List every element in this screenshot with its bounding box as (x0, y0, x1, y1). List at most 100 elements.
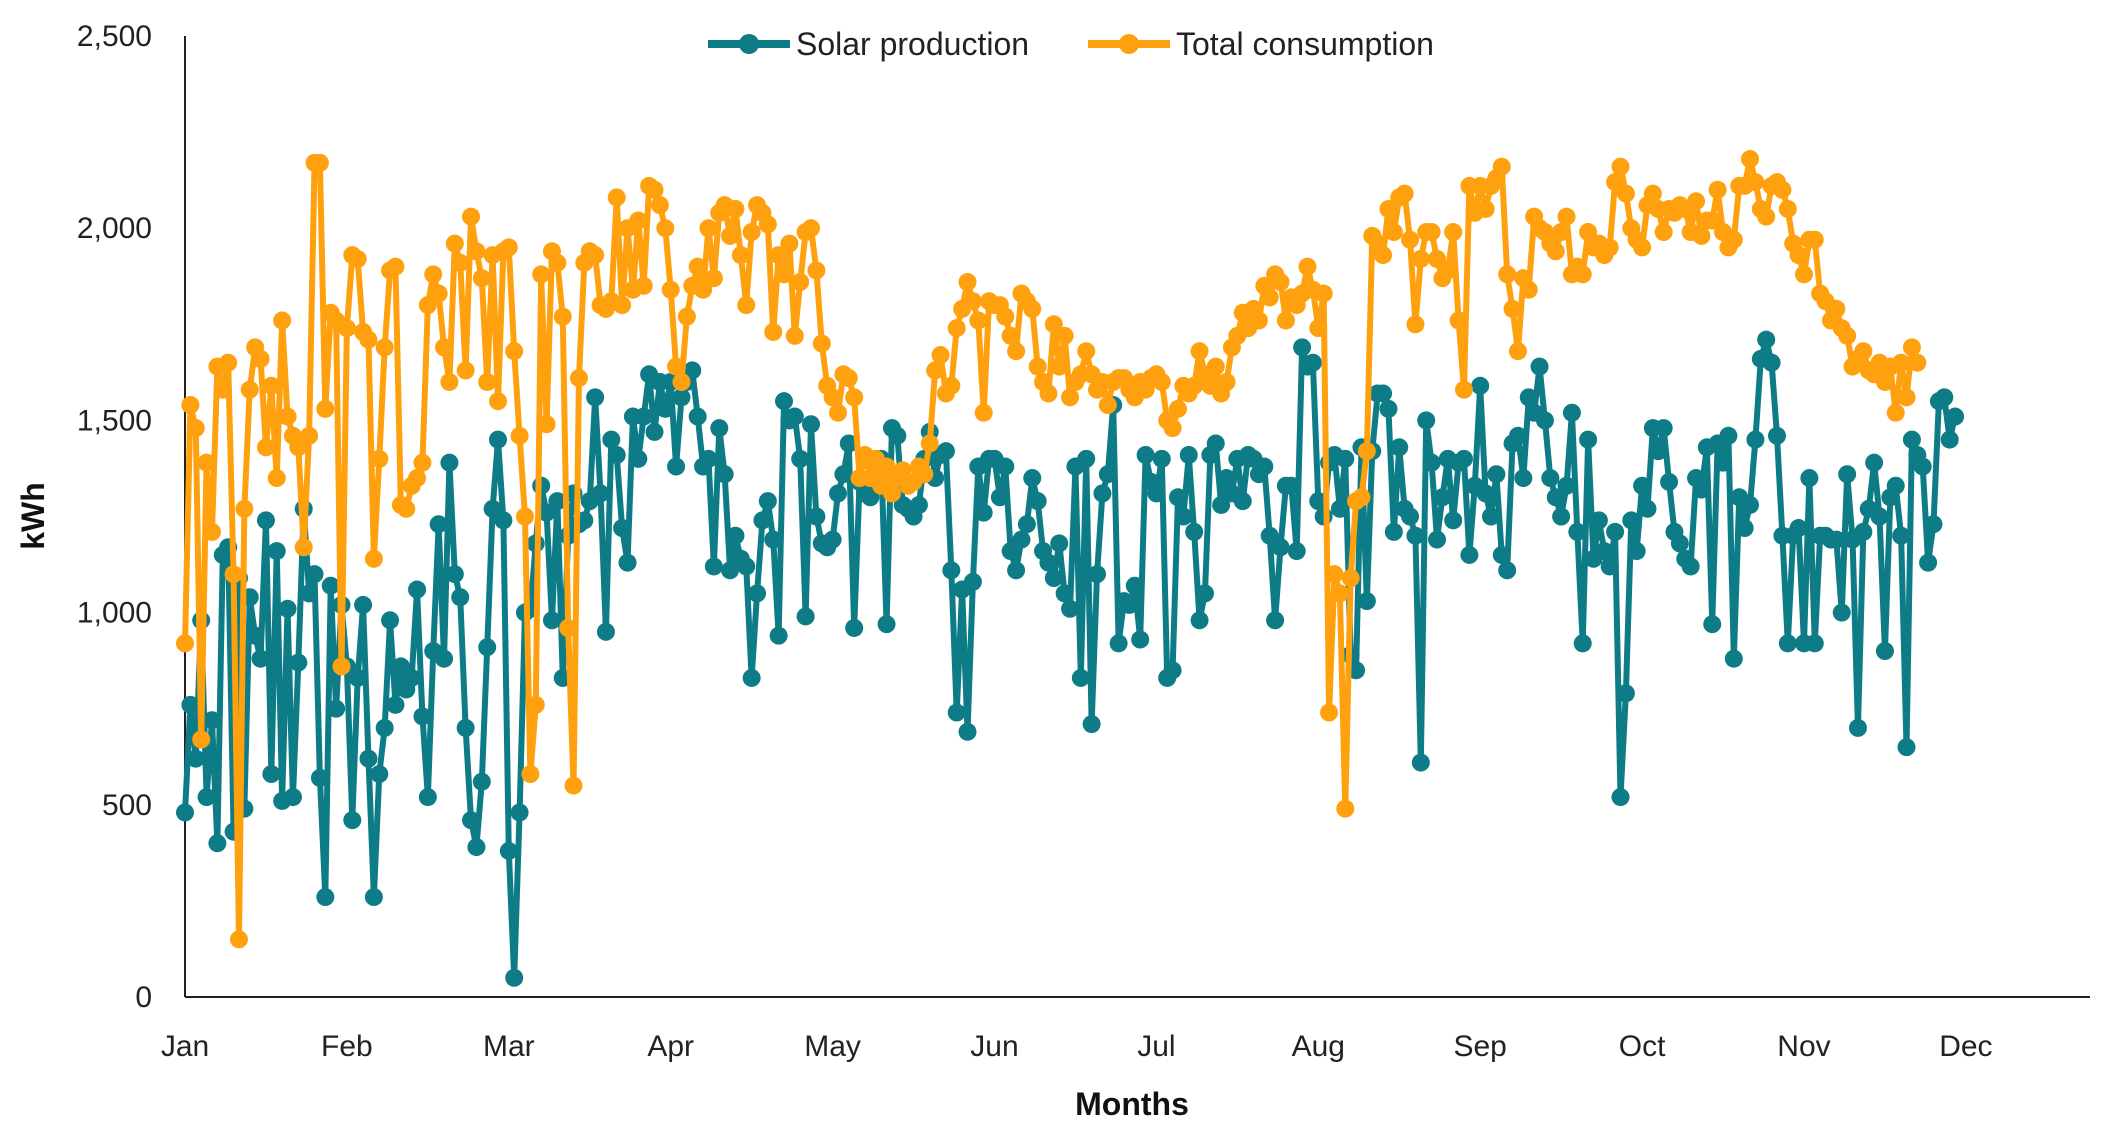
data-point[interactable] (1411, 249, 1430, 268)
data-point[interactable] (1546, 242, 1565, 261)
data-point[interactable] (359, 749, 378, 768)
data-point[interactable] (1492, 545, 1511, 564)
data-point[interactable] (996, 307, 1015, 326)
data-point[interactable] (1854, 522, 1873, 541)
data-point[interactable] (402, 668, 421, 687)
data-point[interactable] (1428, 530, 1447, 549)
data-point[interactable] (721, 226, 740, 245)
data-point[interactable] (278, 599, 297, 618)
data-point[interactable] (936, 442, 955, 461)
data-point[interactable] (1195, 584, 1214, 603)
data-point[interactable] (1411, 753, 1430, 772)
data-point[interactable] (176, 803, 194, 822)
data-point[interactable] (499, 841, 518, 860)
data-point[interactable] (1897, 738, 1916, 757)
data-point[interactable] (294, 538, 313, 557)
data-point[interactable] (613, 519, 632, 538)
data-point[interactable] (532, 265, 551, 284)
data-point[interactable] (418, 296, 437, 315)
data-point[interactable] (1125, 576, 1144, 595)
data-point[interactable] (1233, 492, 1252, 511)
data-point[interactable] (224, 565, 243, 584)
data-point[interactable] (742, 223, 761, 242)
data-point[interactable] (828, 484, 847, 503)
data-point[interactable] (1794, 265, 1813, 284)
data-point[interactable] (920, 434, 939, 453)
data-point[interactable] (1293, 338, 1312, 357)
data-point[interactable] (1390, 438, 1409, 457)
data-point[interactable] (1573, 265, 1592, 284)
data-point[interactable] (764, 322, 783, 341)
data-point[interactable] (176, 634, 194, 653)
data-point[interactable] (1330, 499, 1349, 518)
data-point[interactable] (602, 430, 621, 449)
data-point[interactable] (1336, 449, 1355, 468)
data-point[interactable] (1865, 453, 1884, 472)
data-point[interactable] (1530, 357, 1549, 376)
data-point[interactable] (1714, 453, 1733, 472)
data-point[interactable] (1007, 561, 1026, 580)
data-point[interactable] (1643, 184, 1662, 203)
data-point[interactable] (1249, 311, 1268, 330)
data-point[interactable] (926, 361, 945, 380)
data-point[interactable] (791, 449, 810, 468)
data-point[interactable] (1374, 384, 1393, 403)
data-point[interactable] (1946, 407, 1965, 426)
data-point[interactable] (683, 361, 702, 380)
data-point[interactable] (1044, 315, 1063, 334)
data-point[interactable] (802, 415, 821, 434)
data-point[interactable] (348, 249, 367, 268)
data-point[interactable] (1519, 280, 1538, 299)
data-point[interactable] (704, 557, 723, 576)
data-point[interactable] (1454, 380, 1473, 399)
data-point[interactable] (1773, 180, 1792, 199)
data-point[interactable] (1741, 150, 1760, 169)
data-point[interactable] (1886, 476, 1905, 495)
data-point[interactable] (267, 542, 286, 561)
data-point[interactable] (526, 695, 545, 714)
data-point[interactable] (591, 484, 610, 503)
data-point[interactable] (758, 492, 777, 511)
data-point[interactable] (785, 407, 804, 426)
data-point[interactable] (181, 695, 200, 714)
data-point[interactable] (1552, 223, 1571, 242)
data-point[interactable] (240, 380, 259, 399)
data-point[interactable] (726, 199, 745, 218)
data-point[interactable] (1266, 611, 1285, 630)
data-point[interactable] (1379, 199, 1398, 218)
data-point[interactable] (348, 668, 367, 687)
data-point[interactable] (1077, 342, 1096, 361)
data-point[interactable] (1163, 419, 1182, 438)
data-point[interactable] (1028, 357, 1047, 376)
data-point[interactable] (758, 215, 777, 234)
data-point[interactable] (1098, 396, 1117, 415)
data-point[interactable] (1741, 495, 1760, 514)
data-point[interactable] (1109, 634, 1128, 653)
data-point[interactable] (1746, 430, 1765, 449)
data-point[interactable] (1746, 173, 1765, 192)
data-point[interactable] (839, 369, 858, 388)
data-point[interactable] (489, 430, 508, 449)
data-point[interactable] (710, 419, 729, 438)
data-point[interactable] (1374, 246, 1393, 265)
data-point[interactable] (618, 553, 637, 572)
data-point[interactable] (310, 153, 329, 172)
data-point[interactable] (300, 584, 319, 603)
data-point[interactable] (451, 588, 470, 607)
data-point[interactable] (1670, 534, 1689, 553)
data-point[interactable] (1401, 507, 1420, 526)
data-point[interactable] (364, 549, 383, 568)
data-point[interactable] (1320, 703, 1339, 722)
data-point[interactable] (645, 180, 664, 199)
data-point[interactable] (1708, 180, 1727, 199)
data-point[interactable] (963, 572, 982, 591)
data-point[interactable] (289, 438, 308, 457)
data-point[interactable] (1438, 261, 1457, 280)
data-point[interactable] (251, 349, 270, 368)
data-point[interactable] (677, 307, 696, 326)
data-point[interactable] (370, 449, 389, 468)
data-point[interactable] (1541, 469, 1560, 488)
data-point[interactable] (1050, 357, 1069, 376)
data-point[interactable] (715, 465, 734, 484)
data-point[interactable] (537, 415, 556, 434)
